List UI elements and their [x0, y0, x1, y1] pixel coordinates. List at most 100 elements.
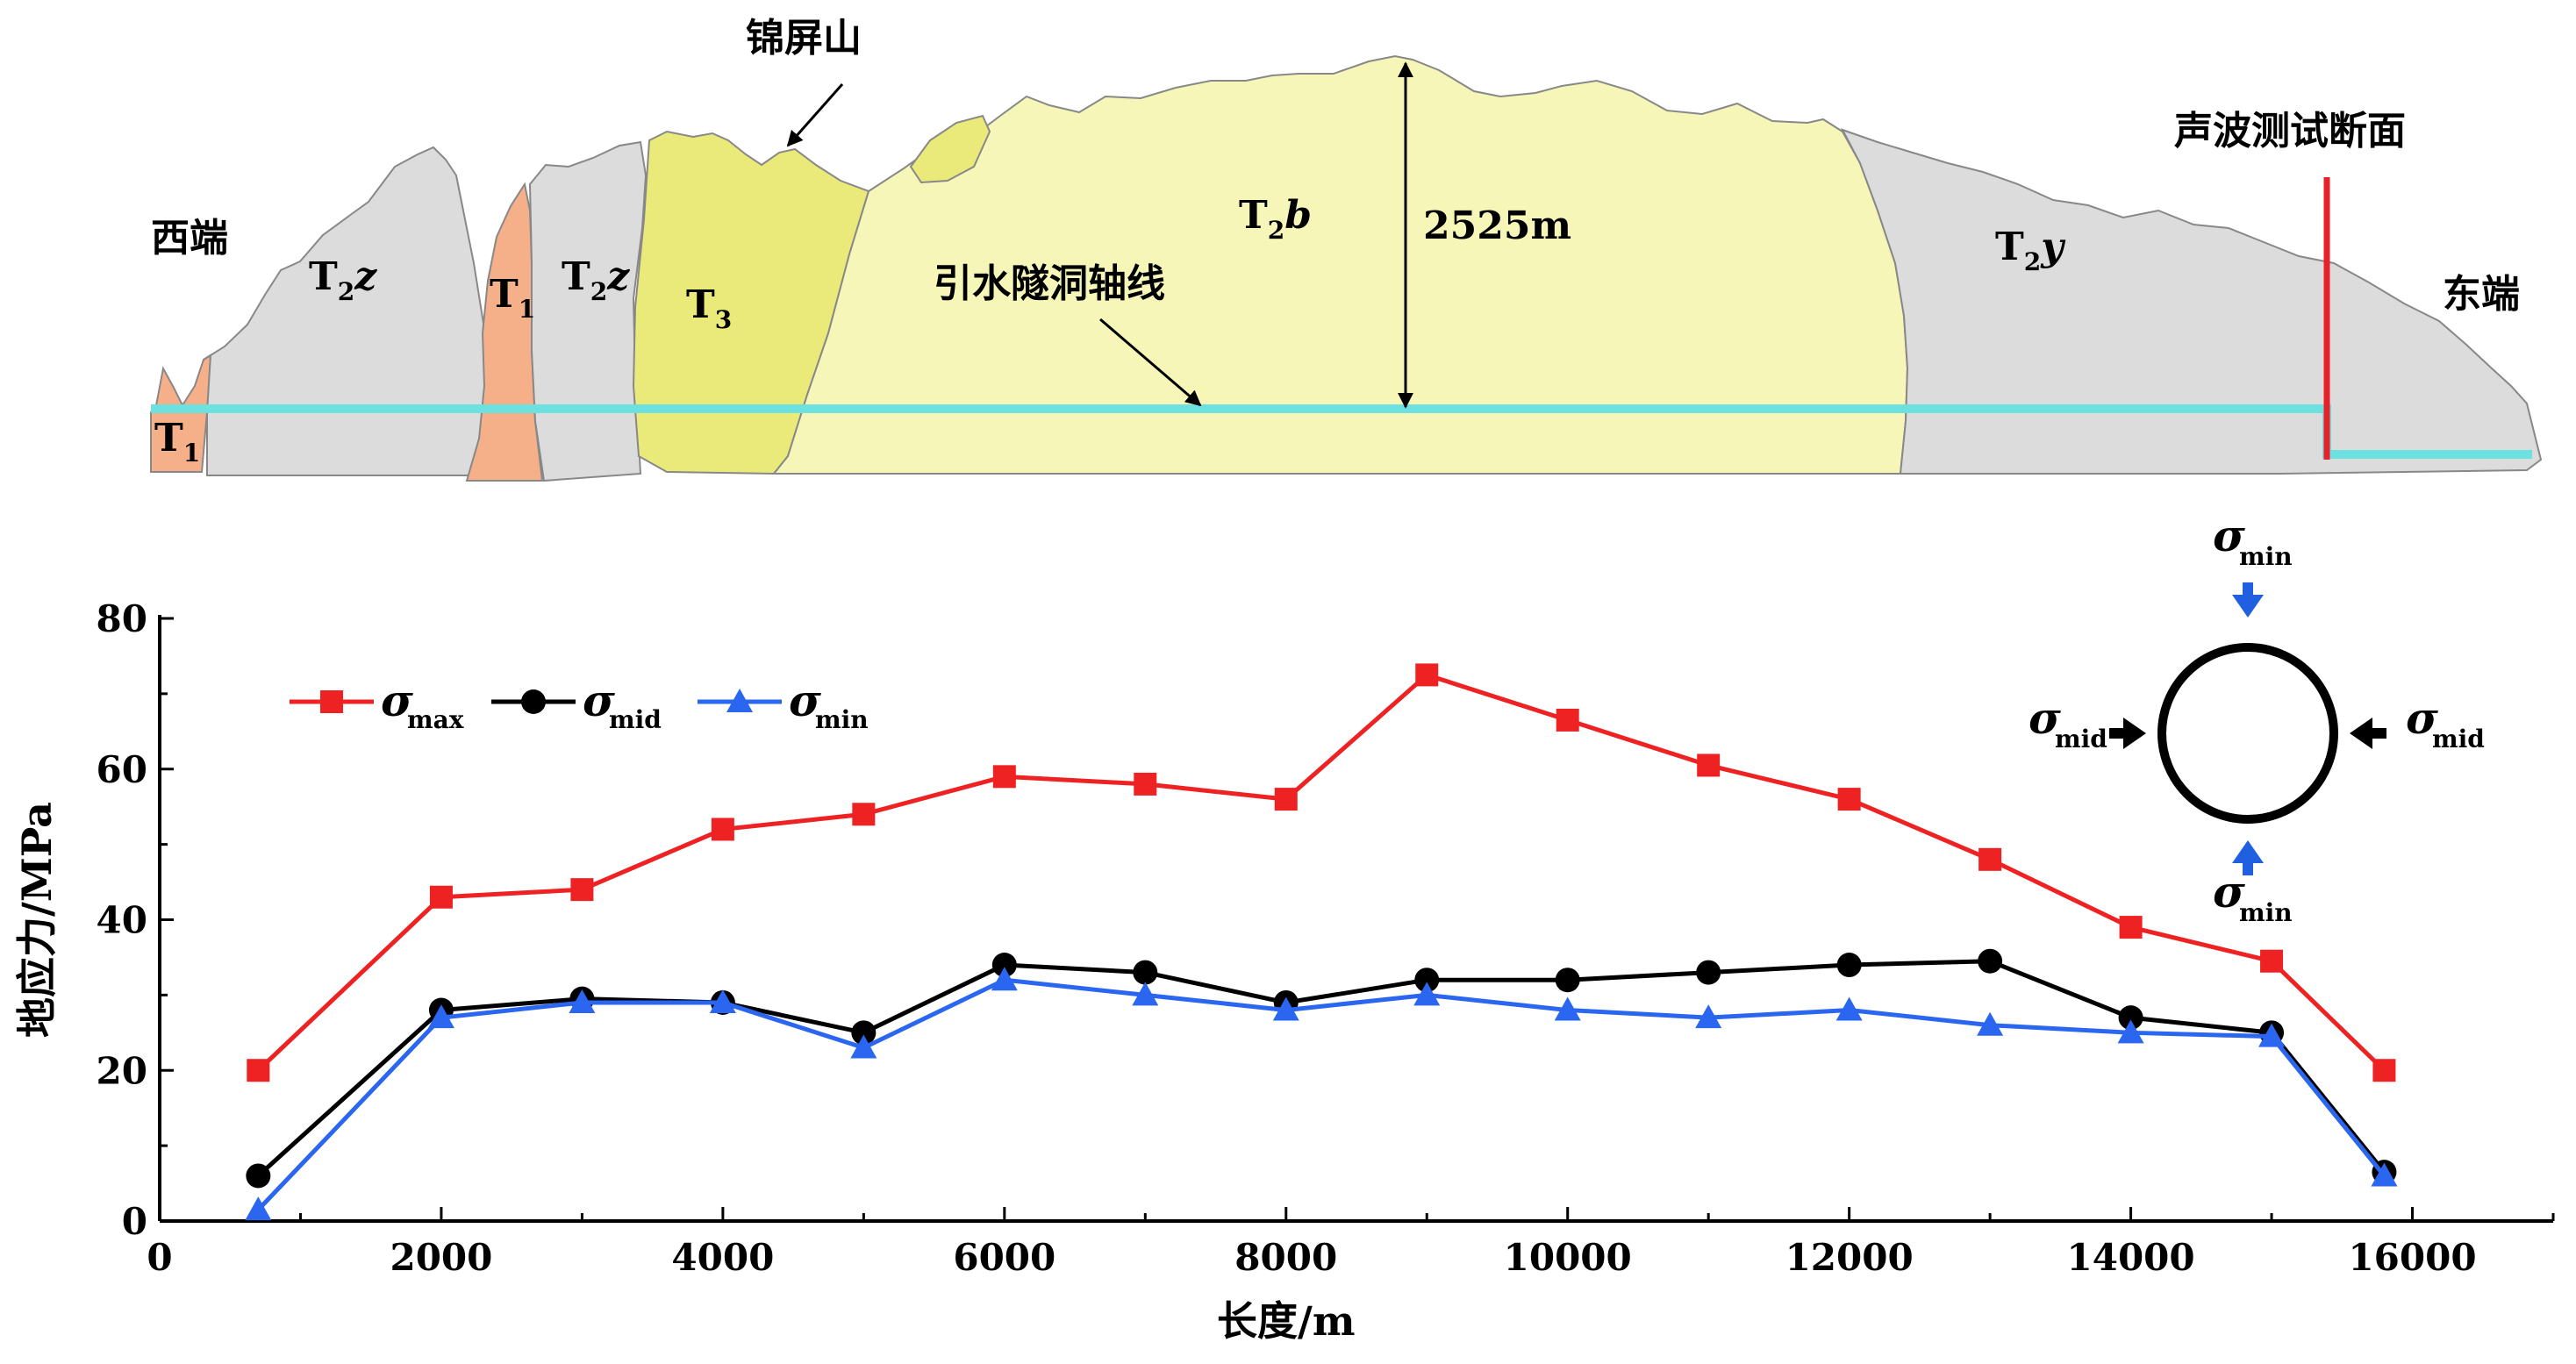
data-point-circle [851, 1020, 877, 1046]
stratum-label: T2b [1239, 193, 1312, 245]
legend-symbol: σ [381, 675, 413, 726]
x-tick-label: 14000 [2067, 1236, 2195, 1279]
data-point-circle [1555, 968, 1580, 993]
legend-label: max [407, 705, 464, 734]
data-point-square [1837, 788, 1861, 811]
data-point-square [570, 878, 594, 902]
y-tick-label: 60 [97, 748, 147, 791]
svg-text:σ: σ [2213, 866, 2245, 918]
data-point-triangle [991, 967, 1018, 991]
data-point-triangle [1835, 996, 1863, 1021]
stratum-label: T1 [490, 272, 535, 324]
section-label: 声波测试断面 [2174, 109, 2406, 154]
stress-diagram: σ min σ min σ mid σ mid [2029, 510, 2485, 927]
data-point-square [320, 690, 343, 713]
y-tick-label: 40 [97, 899, 147, 942]
chart-series [245, 663, 2398, 1221]
data-point-triangle [1132, 982, 1159, 1006]
series-max [247, 663, 2396, 1082]
data-point-circle [521, 689, 546, 714]
x-tick-label: 4000 [671, 1236, 774, 1279]
mountain-arrow [786, 83, 844, 147]
data-point-square [429, 885, 453, 909]
stress-label-top: σ min [2213, 510, 2293, 571]
tunnel-label: 引水隧洞轴线 [934, 261, 1165, 306]
data-point-circle [1978, 948, 2003, 974]
legend-symbol: σ [583, 675, 615, 726]
stratum-t2z-middle [528, 140, 648, 482]
data-point-triangle [1413, 982, 1441, 1006]
y-tick-label: 0 [122, 1200, 147, 1243]
svg-text:mid: mid [2432, 725, 2485, 753]
depth-label: 2525m [1423, 204, 1571, 248]
data-point-square [1979, 847, 2002, 871]
data-point-triangle [1695, 1004, 1722, 1029]
data-point-triangle [1554, 996, 1581, 1021]
data-point-circle [2118, 1005, 2143, 1031]
data-point-triangle [1977, 1011, 2004, 1036]
x-tick-label: 12000 [1785, 1236, 1914, 1279]
data-point-circle [1414, 968, 1440, 993]
data-point-triangle [2258, 1023, 2286, 1047]
y-axis-title: 地应力/MPa [13, 802, 61, 1038]
data-point-triangle [569, 989, 596, 1013]
stratum-label: T2z [562, 254, 630, 306]
stress-label-bottom: σ min [2213, 866, 2293, 927]
svg-text:σ: σ [2213, 510, 2245, 561]
data-point-triangle [1272, 996, 1299, 1021]
x-tick-label: 10000 [1504, 1236, 1632, 1279]
svg-text:σ: σ [2406, 692, 2438, 744]
data-point-circle [1836, 953, 1862, 978]
legend-label: min [815, 705, 869, 734]
data-point-square [711, 818, 734, 841]
stratum-label: T3 [686, 282, 732, 334]
geological-profile: 2525m 锦屏山 引水隧洞轴线 声波测试断面 西端 东端 T2z T1 T2z T3… [150, 16, 2543, 482]
stratum-labels: T2z T1 T2z T3 T2b T2y T1 [154, 193, 2066, 468]
legend-symbol: σ [789, 675, 821, 726]
series-line-max [256, 672, 2386, 1073]
data-point-square [1134, 772, 1157, 796]
y-tick-label: 80 [97, 597, 147, 640]
stress-label-right: σ mid [2406, 692, 2485, 753]
stratum-label: T1 [154, 416, 200, 468]
data-point-square [1415, 663, 1439, 687]
stratum-t2y-east [1840, 128, 2543, 475]
data-point-triangle [245, 1196, 272, 1221]
stratum-t2z-west [203, 146, 493, 476]
stress-chart: 0 2000 4000 6000 8000 10000 12000 14000 16000 0 20… [13, 597, 2555, 1345]
x-axis-title: 长度/m [1217, 1297, 1355, 1345]
east-label: 东端 [2443, 272, 2520, 317]
series-mid [246, 948, 2397, 1189]
x-tick-label: 8000 [1234, 1236, 1337, 1279]
data-point-square [2119, 916, 2143, 939]
x-tick-label: 16000 [2348, 1236, 2476, 1279]
data-point-circle [1696, 960, 1721, 985]
series-line-min [256, 977, 2386, 1211]
data-point-square [2372, 1059, 2396, 1082]
arrow-left [2109, 718, 2146, 749]
stratum-t2b-knob [909, 114, 991, 184]
tunnel-label-arrow [1099, 318, 1202, 407]
data-point-circle [991, 953, 1017, 978]
svg-text:mid: mid [2055, 725, 2107, 753]
x-tick-label: 6000 [953, 1236, 1055, 1279]
x-tick-label: 2000 [390, 1236, 492, 1279]
data-point-circle [1133, 960, 1158, 985]
svg-text:σ: σ [2029, 692, 2061, 744]
stratum-label: T2z [309, 254, 377, 306]
data-point-circle [246, 1163, 271, 1189]
data-point-square [992, 765, 1016, 789]
y-tick-label: 20 [97, 1049, 147, 1092]
series-min [245, 967, 2398, 1221]
x-tick-label: 0 [147, 1236, 172, 1279]
data-point-square [1556, 708, 1579, 732]
arrow-right [2350, 718, 2386, 749]
svg-text:min: min [2239, 542, 2293, 571]
chart-axes: 0 2000 4000 6000 8000 10000 12000 14000 16000 0 20… [97, 597, 2555, 1279]
data-point-square [1697, 753, 1721, 777]
tunnel-section-circle [2157, 643, 2338, 824]
